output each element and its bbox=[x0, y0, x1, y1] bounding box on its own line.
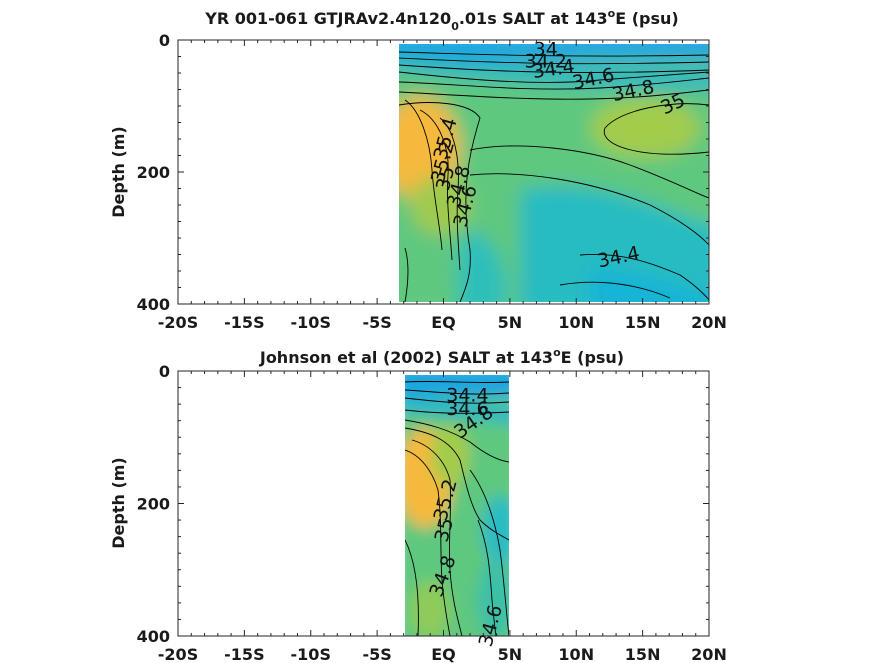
top-x-tick-label: EQ bbox=[431, 313, 456, 332]
bottom-y-tick-label: 200 bbox=[137, 495, 170, 514]
bottom-y-tick-label: 400 bbox=[137, 627, 170, 646]
top-contour-label: 34.2 bbox=[525, 50, 567, 72]
top-contour-label: 34 bbox=[534, 38, 558, 60]
top-x-tick-label: -5S bbox=[362, 313, 391, 332]
bottom-salinity-field bbox=[405, 375, 509, 636]
top-x-tick-label: 5N bbox=[498, 313, 523, 332]
top-contours bbox=[399, 51, 709, 302]
top-panel: YR 001-061 GTJRAv2.4n1200.01s SALT at 14… bbox=[109, 7, 727, 332]
top-x-tick-label: 10N bbox=[558, 313, 594, 332]
top-x-tick-label: 20N bbox=[691, 313, 727, 332]
top-x-tick-label: -20S bbox=[158, 313, 198, 332]
bottom-contour-label: 34.6 bbox=[446, 398, 488, 420]
bottom-axis-ticks: -20S -15S -10S -5S EQ 5N 10N 15N 20N 0 200 400 bbox=[137, 362, 727, 663]
top-y-tick-label: 0 bbox=[159, 31, 170, 50]
bottom-x-tick-label: -10S bbox=[291, 645, 331, 663]
bottom-x-tick-label: -20S bbox=[158, 645, 198, 663]
bottom-x-tick-label: 5N bbox=[498, 645, 523, 663]
bottom-x-tick-label: EQ bbox=[431, 645, 456, 663]
top-x-tick-label: -10S bbox=[291, 313, 331, 332]
top-salinity-field bbox=[399, 44, 709, 302]
top-title: YR 001-061 GTJRAv2.4n1200.01s SALT at 14… bbox=[204, 7, 678, 33]
bottom-panel: Johnson et al (2002) SALT at 143oE (psu) bbox=[109, 346, 727, 663]
top-axis-ticks: -20S -15S -10S -5S EQ 5N 10N 15N 20N 0 200 400 bbox=[137, 31, 727, 332]
bottom-x-tick-label: -15S bbox=[224, 645, 264, 663]
bottom-ylabel: Depth (m) bbox=[109, 457, 128, 549]
top-x-tick-label: 15N bbox=[625, 313, 661, 332]
bottom-contour-label: 34.4 bbox=[446, 385, 488, 407]
bottom-x-tick-label: 10N bbox=[558, 645, 594, 663]
top-ylabel: Depth (m) bbox=[109, 126, 128, 218]
bottom-x-tick-label: -5S bbox=[362, 645, 391, 663]
bottom-x-tick-label: 20N bbox=[691, 645, 727, 663]
top-y-tick-label: 400 bbox=[137, 295, 170, 314]
bottom-x-tick-label: 15N bbox=[625, 645, 661, 663]
top-x-tick-label: -15S bbox=[224, 313, 264, 332]
bottom-title: Johnson et al (2002) SALT at 143oE (psu) bbox=[259, 346, 624, 367]
bottom-y-tick-label: 0 bbox=[159, 362, 170, 381]
top-y-tick-label: 200 bbox=[137, 163, 170, 182]
bottom-contours bbox=[405, 380, 509, 636]
